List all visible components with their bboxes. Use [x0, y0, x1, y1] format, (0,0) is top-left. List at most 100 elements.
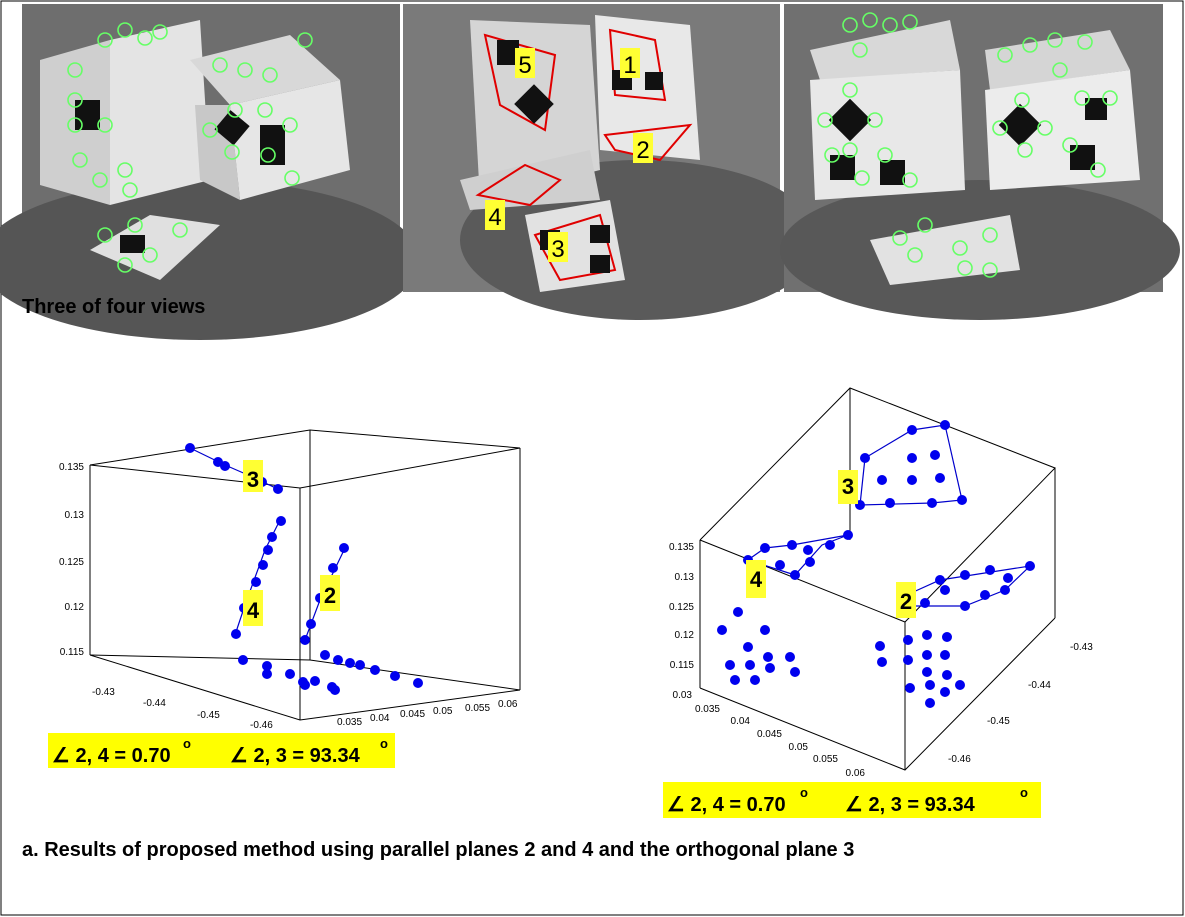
point: [787, 540, 797, 550]
tick-label: 0.06: [846, 768, 866, 779]
shape: [48, 733, 395, 768]
tick-label: 0.13: [675, 572, 695, 583]
point: [940, 420, 950, 430]
tick-label: 0.12: [675, 630, 695, 641]
shape: [870, 215, 1020, 285]
tick-label: 0.05: [789, 742, 809, 753]
tick-label: 0.045: [400, 709, 425, 720]
point: [730, 675, 740, 685]
point: [877, 147, 893, 163]
point: [260, 147, 276, 163]
shape: [243, 460, 263, 492]
point: [122, 182, 138, 198]
point: [842, 142, 858, 158]
point: [920, 598, 930, 608]
point: [854, 170, 870, 186]
point: [262, 669, 272, 679]
point: [940, 687, 950, 697]
point: [97, 227, 113, 243]
annotation: ∠ 2, 4 = 0.70: [52, 745, 171, 767]
point: [925, 698, 935, 708]
point: [273, 484, 283, 494]
plane-label: 3: [247, 467, 259, 492]
point: [330, 685, 340, 695]
shape: [1070, 145, 1095, 170]
point: [817, 112, 833, 128]
point: [882, 17, 898, 33]
tick-label: -0.44: [143, 698, 166, 709]
plane-label: 4: [247, 598, 260, 623]
shape: [514, 84, 554, 124]
point: [955, 680, 965, 690]
shape: [633, 133, 653, 163]
tick-label: 0.045: [757, 729, 782, 740]
point: [902, 172, 918, 188]
point: [867, 112, 883, 128]
point: [860, 453, 870, 463]
point: [333, 655, 343, 665]
plane-label: 4: [488, 204, 501, 231]
point: [902, 14, 918, 30]
point: [765, 663, 775, 673]
shape: [460, 150, 600, 210]
point: [775, 560, 785, 570]
point: [1022, 37, 1038, 53]
point: [940, 585, 950, 595]
tick-label: 0.115: [60, 647, 85, 658]
shape: [645, 72, 663, 90]
shape: [817, 12, 1118, 278]
shape: [1085, 98, 1107, 120]
tick-label: 0.13: [65, 510, 85, 521]
point: [997, 47, 1013, 63]
point: [67, 62, 83, 78]
plane-label: 4: [750, 567, 763, 592]
shape: [838, 470, 858, 504]
plane-label: 1: [623, 52, 636, 79]
point: [92, 172, 108, 188]
tick-label: -0.46: [250, 720, 273, 731]
point: [785, 652, 795, 662]
point: [745, 660, 755, 670]
point: [992, 120, 1008, 136]
point: [905, 683, 915, 693]
plot-right: 0.135 0.13 0.125 0.12 0.115 0.03 0.035 0…: [663, 387, 1093, 818]
point: [1062, 137, 1078, 153]
point: [262, 661, 272, 671]
point: [922, 650, 932, 660]
shape: [590, 255, 610, 273]
point: [982, 227, 998, 243]
shape: [214, 110, 250, 146]
point: [224, 144, 240, 160]
shape: [120, 235, 145, 253]
point: [877, 657, 887, 667]
point: [903, 655, 913, 665]
annotation: ∠ 2, 3 = 93.34: [230, 745, 361, 767]
shape: [620, 48, 640, 78]
point: [257, 102, 273, 118]
point: [980, 590, 990, 600]
point: [790, 667, 800, 677]
shape: [880, 160, 905, 185]
shape: [110, 20, 210, 205]
point: [824, 147, 840, 163]
tick-label: 0.055: [465, 703, 490, 714]
point: [942, 670, 952, 680]
point: [717, 625, 727, 635]
point: [927, 498, 937, 508]
point: [1014, 92, 1030, 108]
point: [251, 577, 261, 587]
point: [907, 425, 917, 435]
tick-label: -0.43: [1070, 642, 1093, 653]
shape: [89, 654, 521, 691]
plane-label: 2: [636, 137, 649, 164]
shape: [810, 20, 960, 80]
point: [220, 461, 230, 471]
point: [152, 24, 168, 40]
point: [957, 260, 973, 276]
point: [137, 30, 153, 46]
point: [1003, 573, 1013, 583]
tick-label: 0.03: [673, 690, 693, 701]
point: [1074, 90, 1090, 106]
point: [1000, 585, 1010, 595]
point: [760, 625, 770, 635]
